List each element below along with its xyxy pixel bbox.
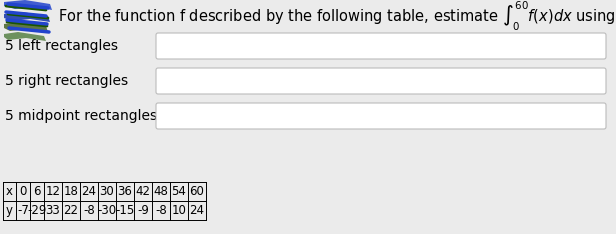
- Text: -9: -9: [137, 204, 149, 217]
- Text: 48: 48: [153, 185, 168, 198]
- Text: -7: -7: [17, 204, 29, 217]
- Text: -8: -8: [155, 204, 167, 217]
- Text: 0: 0: [19, 185, 26, 198]
- Text: y: y: [6, 204, 13, 217]
- Text: 60: 60: [190, 185, 205, 198]
- Text: 5 midpoint rectangles: 5 midpoint rectangles: [5, 109, 157, 123]
- Text: 24: 24: [81, 185, 97, 198]
- Polygon shape: [4, 32, 46, 41]
- Text: 6: 6: [33, 185, 41, 198]
- Polygon shape: [4, 0, 52, 10]
- Text: For the function f described by the following table, estimate $\int_0^{60} f(x)d: For the function f described by the foll…: [58, 0, 616, 33]
- Text: 24: 24: [190, 204, 205, 217]
- Text: 12: 12: [46, 185, 60, 198]
- Text: 18: 18: [63, 185, 78, 198]
- FancyBboxPatch shape: [156, 33, 606, 59]
- FancyBboxPatch shape: [156, 103, 606, 129]
- Polygon shape: [4, 22, 48, 32]
- Text: x: x: [6, 185, 13, 198]
- Text: 30: 30: [100, 185, 115, 198]
- Text: -8: -8: [83, 204, 95, 217]
- FancyBboxPatch shape: [156, 68, 606, 94]
- Text: 5 left rectangles: 5 left rectangles: [5, 39, 118, 53]
- Text: -30: -30: [97, 204, 116, 217]
- Text: 42: 42: [136, 185, 150, 198]
- Text: 36: 36: [118, 185, 132, 198]
- Text: 33: 33: [46, 204, 60, 217]
- Polygon shape: [4, 12, 50, 22]
- Text: -15: -15: [115, 204, 135, 217]
- Text: -29: -29: [27, 204, 47, 217]
- Text: 10: 10: [172, 204, 187, 217]
- Text: 22: 22: [63, 204, 78, 217]
- Text: 54: 54: [172, 185, 187, 198]
- Text: 5 right rectangles: 5 right rectangles: [5, 74, 128, 88]
